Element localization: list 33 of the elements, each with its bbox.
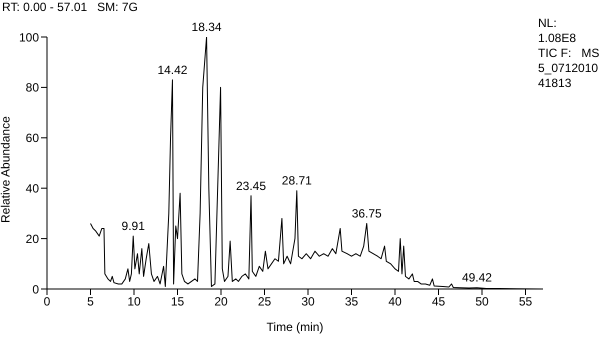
y-tick-label: 0: [32, 282, 40, 296]
annotation: 1.08E8: [538, 31, 578, 46]
x-tick-label: 40: [388, 294, 402, 309]
x-tick-label: 55: [518, 294, 533, 309]
x-tick-label: 15: [170, 294, 184, 309]
x-axis-title: Time (min): [266, 320, 324, 334]
annotation: 9.91: [122, 219, 146, 234]
y-tick-label: 80: [26, 80, 40, 95]
x-tick-label: 25: [258, 294, 272, 309]
annotation: 14.42: [157, 62, 188, 77]
x-tick-label: 5: [87, 294, 94, 309]
text: NL:: [538, 16, 558, 31]
annotation: 49.42: [462, 270, 492, 285]
annotation: 23.45: [236, 178, 266, 193]
annotation: 28.71: [282, 174, 312, 188]
y-tick-label: 20: [26, 232, 40, 246]
y-tick-label: 60: [26, 131, 40, 146]
x-tick-label: 45: [432, 294, 446, 309]
x-tick-label: 0: [44, 294, 51, 309]
y-tick-label: 100: [18, 30, 40, 44]
x-tick-label: 50: [475, 294, 490, 309]
annotation: 36.75: [352, 206, 382, 220]
annotation: 41813: [538, 76, 572, 91]
x-tick-label: 35: [344, 294, 358, 309]
text: RT: 0.00 - 57.01 SM: 7G: [2, 0, 138, 14]
annotation: 18.34: [192, 20, 222, 34]
annotation: 5_0712010: [538, 61, 600, 76]
x-tick-label: 10: [127, 294, 141, 309]
x-tick-label: 20: [214, 294, 228, 309]
x-tick-label: 30: [301, 294, 315, 309]
y-tick-label: 40: [26, 181, 40, 196]
annotation: TIC F: MS: [538, 46, 600, 61]
y-axis-title: Relative Abundance: [0, 116, 12, 223]
